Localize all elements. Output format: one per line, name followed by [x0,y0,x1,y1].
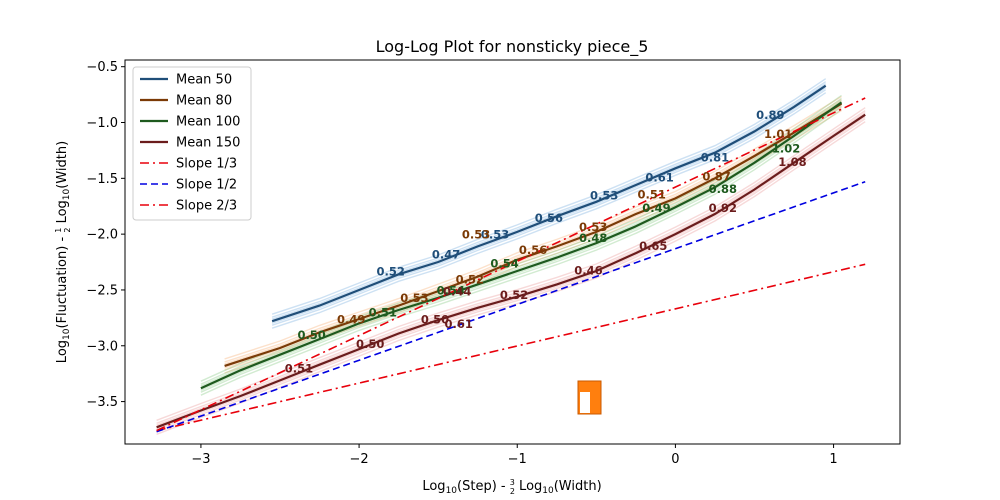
band-line [200,97,842,385]
plot-area: 0.520.470.530.560.530.610.810.890.490.53… [124,59,901,445]
band-line [224,98,842,363]
band-line [200,99,842,387]
slope-label: 0.88 [709,182,737,196]
slope-label: 0.50 [297,328,325,342]
slope-label: 1.01 [764,127,792,141]
slope-label: 0.53 [400,291,428,305]
legend-label: Mean 150 [176,136,240,151]
slope-label: 0.53 [462,228,490,242]
slope-label: 0.61 [645,171,673,185]
x-tick-label: −3 [191,452,210,467]
y-tick-label: −1.5 [86,172,118,187]
chart-title: Log-Log Plot for nonsticky piece_5 [376,37,649,57]
y-tick-label: −0.5 [86,60,118,75]
slope-label: 0.53 [579,220,607,234]
slope-labels: 0.520.470.530.560.530.610.810.890.490.53… [285,108,807,375]
legend-label: Slope 1/3 [176,157,237,172]
band-line [271,78,827,315]
logo-inner [580,392,590,413]
slope-label: 0.52 [500,288,528,302]
band-line [224,106,842,371]
series-line [156,113,866,429]
slope-label: 0.87 [702,170,730,184]
y-tick-label: −2.0 [86,228,118,243]
band-line [271,89,827,326]
legend-label: Slope 1/2 [176,178,237,193]
series-line [200,101,843,390]
band-line [156,121,866,435]
band-line [156,116,866,430]
slope-label: 1.08 [778,155,806,169]
axes-frame [124,59,901,445]
y-tick-label: −2.5 [86,283,118,298]
slope-label: 0.47 [432,248,460,262]
series-bands [156,78,866,435]
slope-label: 0.51 [369,306,397,320]
band-line [271,92,827,329]
band-line [271,87,827,324]
legend-label: Mean 80 [176,94,232,109]
slope-label: 1.02 [772,142,800,156]
band-line [271,81,827,318]
slope-label: 0.92 [709,201,737,215]
series-line [156,263,866,432]
slope-label: 0.54 [490,257,518,271]
slope-label: 0.44 [443,285,471,299]
slope-label: 0.51 [285,362,313,376]
band-line [200,103,842,391]
legend: Mean 50 Mean 80 Mean 100 Mean 150 Slope 1/3 S… [132,66,252,221]
axes-background [125,60,900,444]
band-line [200,108,842,396]
band-line [224,104,842,369]
band-line [200,105,842,393]
y-tick-label: −3.5 [86,395,118,410]
slope-label: 0.61 [445,317,473,331]
slope-label: 0.50 [356,337,384,351]
x-tick-label: 0 [671,452,679,467]
slope-label: 0.89 [756,108,784,122]
slope-label: 0.49 [337,312,365,326]
slope-label: 0.52 [377,264,405,278]
band-line [224,100,842,365]
slope-label: 0.53 [590,189,618,203]
logo-icon [577,380,602,415]
slope-label: 0.56 [519,243,547,257]
slope-label: 0.54 [437,283,465,297]
legend-label: Mean 100 [176,115,240,130]
x-axis-ticks: −3 −2 −1 0 1 [191,444,838,467]
slope-label: 0.51 [637,187,665,201]
slope-label: 0.50 [421,312,449,326]
slope-label: 0.49 [642,201,670,215]
series-line [156,180,866,433]
series-line [224,102,843,367]
band-line [156,112,866,426]
x-tick-label: 1 [829,452,837,467]
legend-label: Mean 50 [176,73,232,88]
slope-label: 0.81 [701,151,729,165]
x-tick-label: −2 [349,452,368,467]
band-line [156,118,866,432]
slope-label: 0.52 [456,272,484,286]
y-tick-label: −3.0 [86,339,118,354]
series-lines [156,84,866,433]
band-line [156,110,866,424]
y-axis-ticks: −3.5 −3.0 −2.5 −2.0 −1.5 −1.0 −0.5 [86,60,125,410]
legend-label: Slope 2/3 [176,199,237,214]
y-axis-label: Log10(Fluctuation) - 12 Log10(Width) [54,141,72,363]
band-line [271,83,827,320]
legend-box [132,66,252,221]
slope-label: 0.48 [579,231,607,245]
slope-label: 0.46 [574,263,602,277]
slope-label: 0.56 [535,211,563,225]
slope-label: 0.53 [481,228,509,242]
series-line [271,84,827,323]
series-line [156,97,866,432]
band-line [224,95,842,360]
y-tick-label: −1.0 [86,116,118,131]
x-tick-label: −1 [508,452,527,467]
slope-label: 0.65 [639,239,667,253]
